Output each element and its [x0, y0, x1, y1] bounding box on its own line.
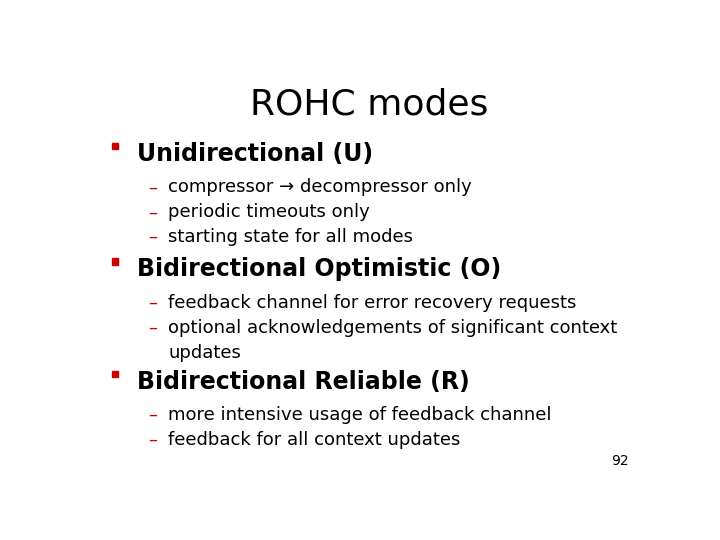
Bar — [112, 259, 118, 265]
Text: –: – — [148, 178, 158, 197]
Text: Bidirectional Optimistic (O): Bidirectional Optimistic (O) — [138, 258, 502, 281]
Text: –: – — [148, 319, 158, 337]
Text: –: – — [148, 406, 158, 424]
Text: Unidirectional (U): Unidirectional (U) — [138, 141, 374, 166]
Text: –: – — [148, 294, 158, 312]
Text: updates: updates — [168, 344, 241, 362]
Text: Bidirectional Reliable (R): Bidirectional Reliable (R) — [138, 369, 470, 394]
Text: feedback channel for error recovery requests: feedback channel for error recovery requ… — [168, 294, 577, 312]
Text: optional acknowledgements of significant context: optional acknowledgements of significant… — [168, 319, 617, 337]
Bar — [112, 370, 118, 377]
Text: 92: 92 — [611, 454, 629, 468]
Text: compressor → decompressor only: compressor → decompressor only — [168, 178, 472, 197]
Bar — [112, 143, 118, 149]
Text: ROHC modes: ROHC modes — [250, 87, 488, 122]
Text: starting state for all modes: starting state for all modes — [168, 228, 413, 246]
Text: –: – — [148, 228, 158, 246]
Text: periodic timeouts only: periodic timeouts only — [168, 203, 370, 221]
Text: feedback for all context updates: feedback for all context updates — [168, 431, 461, 449]
Text: more intensive usage of feedback channel: more intensive usage of feedback channel — [168, 406, 552, 424]
Text: –: – — [148, 203, 158, 221]
Text: –: – — [148, 431, 158, 449]
